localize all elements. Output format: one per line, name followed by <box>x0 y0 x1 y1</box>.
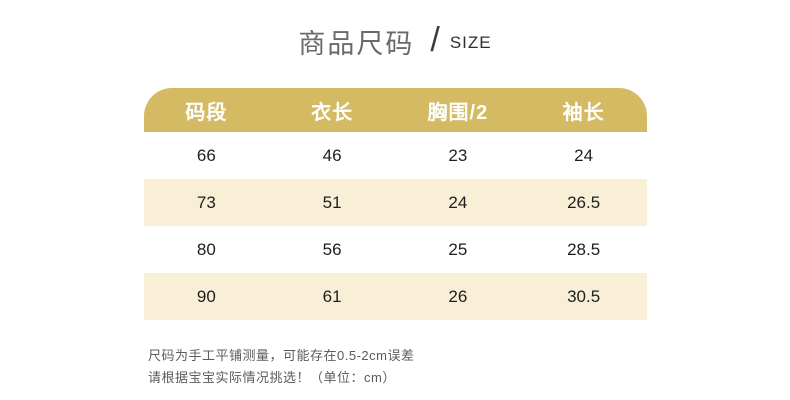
cell-size-code: 73 <box>196 192 216 212</box>
note-line-1: 尺码为手工平铺测量，可能存在0.5-2cm误差 <box>148 348 415 363</box>
table-row: 90 61 26 30.5 <box>143 273 647 320</box>
title-divider-slash: / <box>430 21 440 59</box>
column-header-chest-half: 胸围/2 <box>427 101 489 124</box>
column-header-size-code: 码段 <box>185 101 228 124</box>
page-title: 商品尺码 / SIZE <box>0 0 790 60</box>
title-chinese: 商品尺码 <box>298 28 415 59</box>
column-header-sleeve-length: 袖长 <box>562 101 605 124</box>
cell-sleeve-length: 28.5 <box>567 239 601 259</box>
table-row: 66 46 23 24 <box>143 132 647 179</box>
cell-chest-half: 26 <box>448 286 468 306</box>
cell-chest-half: 25 <box>448 239 468 259</box>
size-table: 码段 衣长 胸围/2 袖长 66 46 23 24 73 51 24 26.5 … <box>143 88 647 320</box>
cell-size-code: 66 <box>196 145 216 165</box>
cell-garment-length: 61 <box>322 286 342 306</box>
cell-chest-half: 24 <box>448 192 468 212</box>
measurement-notes: 尺码为手工平铺测量，可能存在0.5-2cm误差 请根据宝宝实际情况挑选！（单位：… <box>148 345 790 389</box>
table-row: 73 51 24 26.5 <box>143 179 647 226</box>
title-english: SIZE <box>449 33 492 52</box>
column-header-garment-length: 衣长 <box>311 101 354 124</box>
note-line-2: 请根据宝宝实际情况挑选！（单位：cm） <box>148 370 396 385</box>
cell-sleeve-length: 24 <box>574 145 594 165</box>
cell-sleeve-length: 30.5 <box>567 286 601 306</box>
cell-size-code: 80 <box>196 239 216 259</box>
table-row: 80 56 25 28.5 <box>143 226 647 273</box>
cell-size-code: 90 <box>196 286 216 306</box>
cell-garment-length: 46 <box>322 145 342 165</box>
cell-sleeve-length: 26.5 <box>567 192 601 212</box>
cell-garment-length: 51 <box>322 192 342 212</box>
cell-chest-half: 23 <box>448 145 468 165</box>
cell-garment-length: 56 <box>322 239 342 259</box>
table-header-row: 码段 衣长 胸围/2 袖长 <box>143 88 647 132</box>
